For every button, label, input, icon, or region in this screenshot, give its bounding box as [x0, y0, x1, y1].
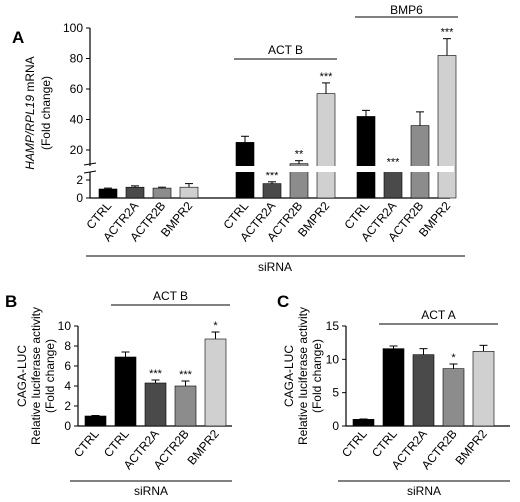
panel-a-ytick-label: 80 [70, 52, 84, 66]
panel-a-bracket-bg [355, 3, 458, 16]
panel-b-bar-ctrl [84, 415, 107, 427]
panel-b-bracket-label: ACT B [153, 289, 188, 303]
panel-a-ylabel-line2: (Fold change) [39, 76, 53, 150]
panel-c-xlabel: siRNA [407, 484, 441, 498]
panel-a-bar-actr2a [262, 183, 282, 199]
panel-a-break-mark [83, 162, 97, 166]
panel-a-bar-bmpr2 [179, 186, 199, 199]
panel-a-bar-bmpr2 [437, 55, 457, 199]
panel-a-bracket-label: ACT B [268, 43, 303, 57]
panel-b-ylabel-line2: Relative luciferase activity [29, 307, 43, 445]
panel-a-significance: ** [295, 149, 304, 161]
panel-c-bar-ctrl [382, 348, 405, 427]
panel-b-category-label: BMPR2 [184, 427, 222, 468]
panel-b-ytick-label: 6 [64, 359, 71, 373]
panel-label-c: C [277, 292, 289, 311]
panel-a-bar-bmpr2 [316, 93, 336, 199]
panel-a-ytick-label: 0 [76, 191, 83, 205]
panel-b-significance: *** [179, 369, 193, 381]
panel-b-ylabel-line1: CAGA-LUC [15, 345, 29, 407]
panel-a-axis-break [84, 166, 454, 172]
panel-a-ytick-label: 2 [76, 173, 83, 187]
panel-c-significance: * [451, 352, 456, 364]
panel-a-bar-ctrl [98, 188, 118, 199]
panel-label-b: B [5, 292, 17, 311]
panel-b-significance: * [213, 320, 218, 332]
panel-a-significance: *** [266, 170, 280, 182]
panel-a-bar-actr2a [125, 186, 145, 199]
panel-a-break-mark [83, 170, 97, 174]
panel-b-significance: *** [149, 368, 163, 380]
panel-c-bracket-label: ACT A [421, 308, 455, 322]
panel-a-ylabel: HAMP/RPL19 mRNA [23, 56, 37, 169]
panel-c-ylabel-line3: (Fold change) [310, 339, 324, 413]
panel-b-ytick-label: 4 [64, 379, 71, 393]
panel-a-ylabel-unit: mRNA [23, 56, 37, 95]
panel-a-ylabel-gene: HAMP/RPL19 [23, 95, 37, 170]
panel-a-ytick-label: 20 [70, 143, 84, 157]
panel-a-ytick-label: 100 [63, 21, 83, 35]
panel-c-bar-ctrl [352, 419, 375, 427]
panel-a-bracket-label: BMP6 [390, 3, 423, 17]
panel-a-significance: *** [441, 27, 455, 39]
panel-b-bar-bmpr2 [204, 338, 227, 427]
panel-a-bar-actr2b [410, 125, 430, 199]
panel-b-xlabel: siRNA [134, 484, 168, 498]
panel-c-ytick-label: 0 [332, 419, 339, 433]
panel-c-ylabel-line1: CAGA-LUC [282, 345, 296, 407]
panel-c-bar-actr2a [412, 354, 435, 427]
panel-c-ylabel-line2: Relative luciferase activity [296, 307, 310, 445]
panel-a-bar-actr2b [152, 187, 172, 199]
panel-b-ylabel-line3: (Fold change) [43, 339, 57, 413]
panel-c-bar-bmpr2 [472, 351, 495, 427]
panel-a-significance: *** [387, 156, 401, 168]
panel-b-bar-actr2b [174, 385, 197, 427]
panel-label-a: A [12, 28, 24, 47]
panel-b-ytick-label: 0 [64, 419, 71, 433]
panel-a-ytick-label: 60 [70, 82, 84, 96]
panel-c-ytick-label: 10 [326, 352, 340, 366]
panel-c-ytick-label: 5 [332, 386, 339, 400]
panel-b-ytick-label: 10 [58, 319, 72, 333]
panel-b-bar-ctrl [114, 356, 137, 427]
panel-a-ytick-label: 40 [70, 113, 84, 127]
panel-a-significance: *** [320, 71, 334, 83]
panel-b-category-label: CTRL [71, 427, 102, 460]
panel-a-xlabel: siRNA [258, 260, 292, 274]
panel-a-bar-actr2a [383, 169, 403, 199]
panel-c-ytick-label: 15 [326, 319, 340, 333]
panel-b-bar-actr2a [144, 382, 167, 427]
panel-b-ytick-label: 8 [64, 339, 71, 353]
panel-c-category-label: BMPR2 [452, 427, 490, 468]
panel-c-category-label: CTRL [339, 427, 370, 460]
panel-a-bar-ctrl [356, 116, 376, 199]
panel-b-ytick-label: 2 [64, 399, 71, 413]
panel-c-bar-actr2b [442, 368, 465, 427]
